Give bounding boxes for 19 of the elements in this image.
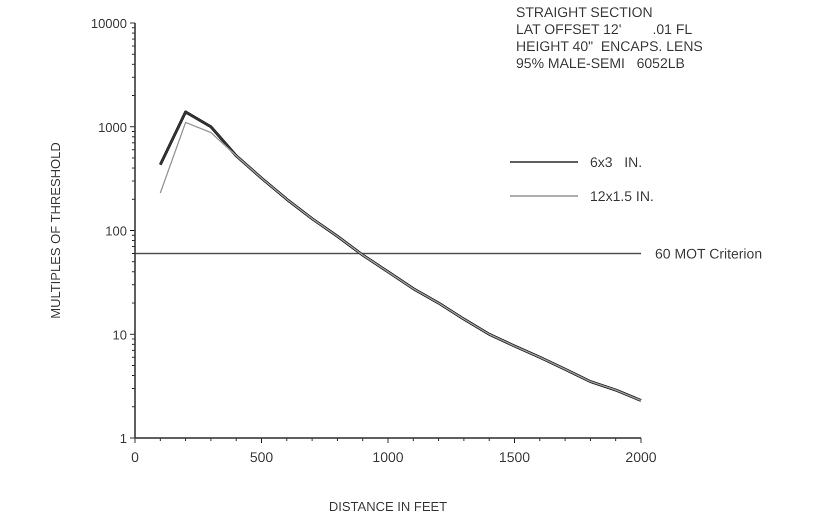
x-tick-label: 2000 xyxy=(625,449,657,465)
y-axis-title: MULTIPLES OF THRESHOLD xyxy=(48,142,63,319)
y-tick-label: 10000 xyxy=(90,16,127,31)
x-axis-title: DISTANCE IN FEET xyxy=(328,499,448,514)
y-tick-label: 100 xyxy=(105,224,127,238)
ref-line-label: 60 MOT Criterion xyxy=(655,246,762,262)
annotation: LAT OFFSET 12' .01 FL xyxy=(516,21,692,37)
y-tick-label: 1 xyxy=(120,431,127,446)
x-tick-label: 1500 xyxy=(498,449,530,465)
x-tick-label: 500 xyxy=(250,449,274,465)
legend-label: 12x1.5 IN. xyxy=(590,188,654,204)
y-tick-label: 10 xyxy=(112,327,127,342)
annotation: 95% MALE-SEMI 6052LB xyxy=(516,55,685,71)
annotation: HEIGHT 40" ENCAPS. LENS xyxy=(516,38,703,54)
x-tick-label: 0 xyxy=(131,449,140,465)
text: STRAIGHT SECTION xyxy=(516,4,653,20)
x-tick-label: 1000 xyxy=(372,449,404,465)
legend-label: 6x3 IN. xyxy=(590,154,642,170)
y-tick-label: 1000 xyxy=(98,120,127,135)
